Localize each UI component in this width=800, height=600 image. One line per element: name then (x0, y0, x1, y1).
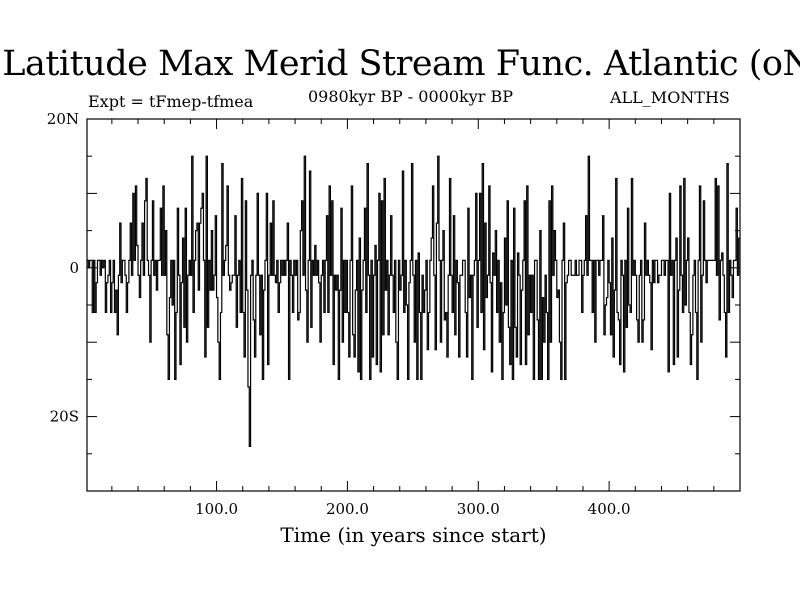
months-label: ALL_MONTHS (610, 88, 730, 107)
x-tick-label: 200.0 (326, 500, 369, 518)
x-tick-label: 400.0 (588, 500, 631, 518)
plot-frame (86, 118, 741, 492)
series-layer (87, 155, 740, 447)
y-tick-label: 20S (50, 408, 79, 426)
chart-title: Latitude Max Merid Stream Func. Atlantic… (2, 44, 800, 84)
y-tick-label: 20N (47, 110, 79, 128)
experiment-label: Expt = tFmep-tfmea (88, 92, 254, 111)
ticks-layer: 100.0 200.0 300.0 400.0 20N 0 20S (47, 110, 740, 518)
x-tick-label: 100.0 (195, 500, 238, 518)
time-range-label: 0980kyr BP - 0000kyr BP (308, 87, 513, 106)
x-axis-label: Time (in years since start) (280, 523, 546, 547)
x-tick-label: 300.0 (457, 500, 500, 518)
series-line-0 (87, 155, 740, 447)
y-tick-label: 0 (69, 259, 79, 277)
